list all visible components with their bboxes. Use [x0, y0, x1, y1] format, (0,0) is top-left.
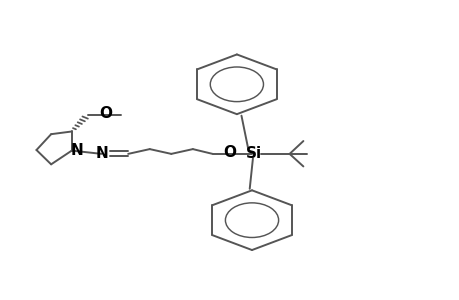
Text: N: N	[95, 146, 108, 161]
Text: O: O	[223, 146, 236, 160]
Text: O: O	[99, 106, 112, 122]
Text: N: N	[71, 142, 84, 158]
Text: Si: Si	[245, 146, 261, 161]
